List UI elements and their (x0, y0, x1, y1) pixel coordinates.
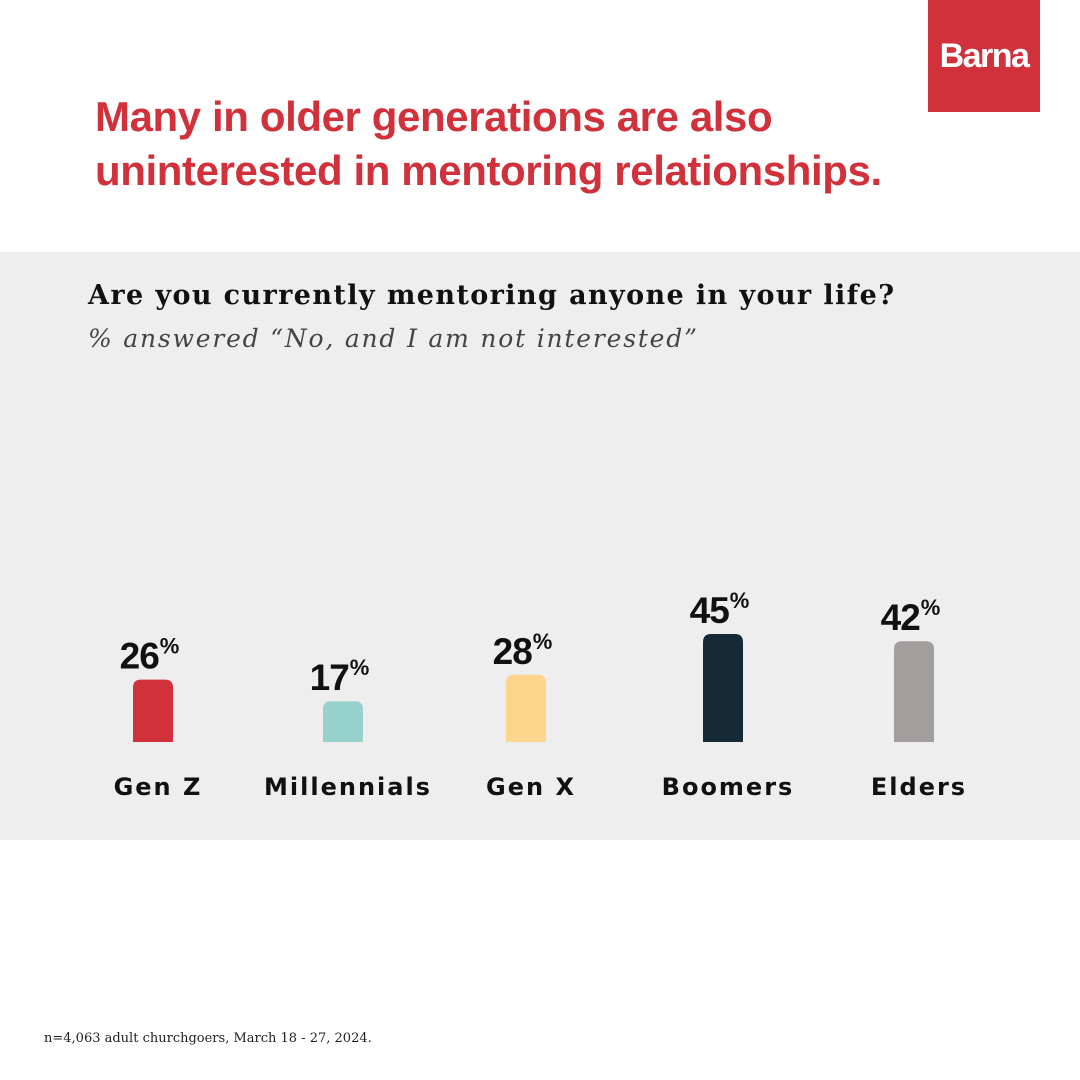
brand-logo: Barna (928, 0, 1040, 112)
value-label: 42% (881, 595, 940, 638)
chart-title: Are you currently mentoring anyone in yo… (88, 280, 896, 311)
category-label: Boomers (662, 773, 795, 801)
source-footnote: n=4,063 adult churchgoers, March 18 - 27… (44, 1031, 372, 1046)
value-label: 28% (493, 629, 552, 672)
value-label: 17% (310, 655, 369, 698)
bar-millennials (323, 701, 363, 742)
category-label: Gen X (486, 773, 576, 801)
headline: Many in older generations are also unint… (95, 93, 882, 194)
category-label: Elders (871, 773, 967, 801)
bar-elders (894, 641, 934, 742)
value-label: 45% (690, 588, 749, 631)
category-label: Gen Z (114, 773, 203, 801)
chart-subtitle: % answered “No, and I am not interested” (88, 324, 699, 353)
bar-boomers (703, 634, 743, 742)
value-label: 26% (120, 634, 179, 677)
category-label: Millennials (264, 773, 432, 801)
bar-gen-x (506, 674, 546, 742)
bar-gen-z (133, 679, 173, 742)
